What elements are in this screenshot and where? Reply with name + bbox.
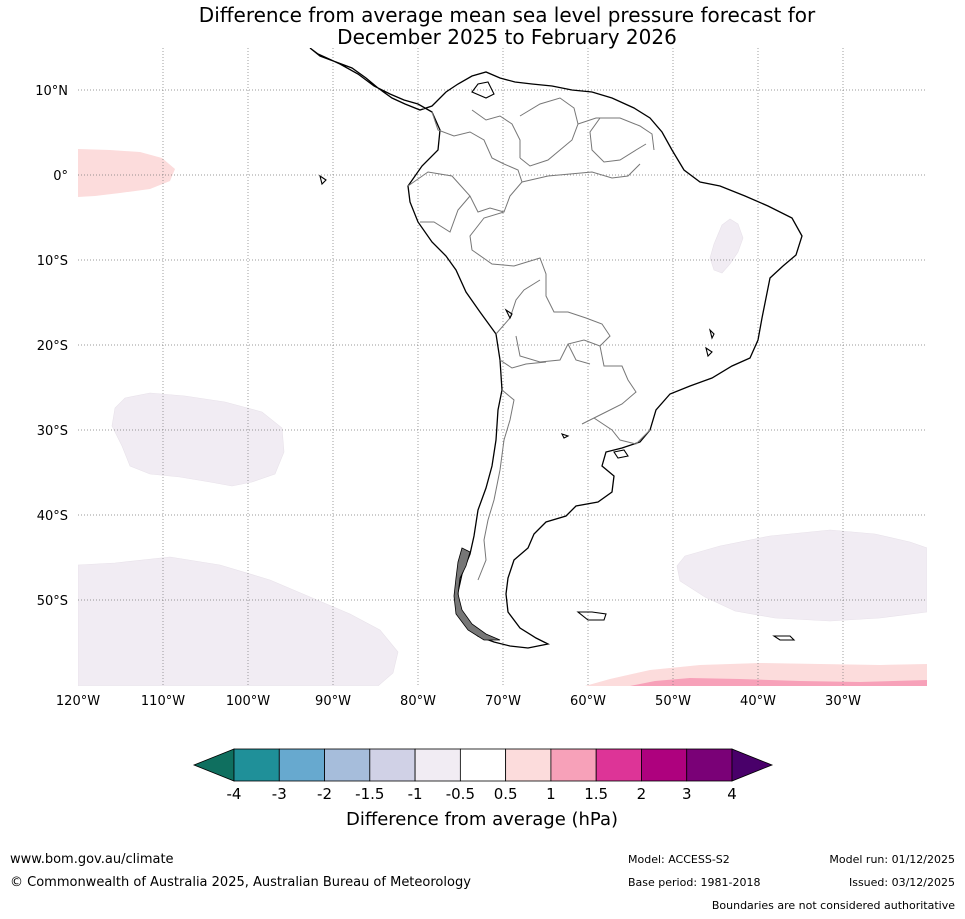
colorbar-box xyxy=(414,748,461,782)
colorbar-title: Difference from average (hPa) xyxy=(346,809,618,830)
lat-label-50s: 50°S xyxy=(37,594,68,609)
footer-base-period: Base period: 1981-2018 xyxy=(628,876,761,889)
colorbar-tick-label: -1 xyxy=(408,785,423,803)
colorbar-tick-label: 1 xyxy=(546,785,556,803)
anomaly-region-southern-pacific xyxy=(78,556,399,686)
footer-url: www.bom.gov.au/climate xyxy=(10,852,174,867)
colorbar-box xyxy=(641,748,688,782)
colorbar-box xyxy=(459,748,507,782)
colorbar-tick-label: 0.5 xyxy=(494,785,518,803)
colorbar-tick-label: 4 xyxy=(727,785,737,803)
lat-label-10n: 10°N xyxy=(35,84,68,99)
lon-label-30w: 30°W xyxy=(825,694,861,709)
lon-label-40w: 40°W xyxy=(740,694,776,709)
map-area xyxy=(78,48,927,686)
colorbar-tick-label: -1.5 xyxy=(355,785,384,803)
map-title: Difference from average mean sea level p… xyxy=(0,4,965,48)
colorbar-box xyxy=(550,748,597,782)
lon-label-110w: 110°W xyxy=(141,694,185,709)
lon-label-70w: 70°W xyxy=(485,694,521,709)
lat-label-20s: 20°S xyxy=(37,339,68,354)
colorbar-ticks: -4 -3 -2 -1.5 -1 -0.5 0.5 1 1.5 2 3 4 xyxy=(227,785,737,803)
colorbar-tick-label: 2 xyxy=(637,785,647,803)
colorbar-box xyxy=(369,748,416,782)
lon-label-60w: 60°W xyxy=(570,694,606,709)
colorbar-box xyxy=(278,748,325,782)
colorbar-tick-label: 1.5 xyxy=(584,785,608,803)
lat-label-0: 0° xyxy=(53,169,68,184)
colorbar-boxes xyxy=(192,748,774,782)
longitude-labels: 120°W 110°W 100°W 90°W 80°W 70°W 60°W 50… xyxy=(56,694,861,709)
colorbar-tick-label: -2 xyxy=(317,785,332,803)
footer-model: Model: ACCESS-S2 xyxy=(628,853,730,866)
colorbar-box xyxy=(686,748,733,782)
gridlines xyxy=(78,48,927,686)
anomaly-region-southern-ocean-inner xyxy=(630,678,927,686)
colorbar-box xyxy=(595,748,642,782)
colorbar-tick-label: -4 xyxy=(227,785,242,803)
coastline-south-america xyxy=(309,48,803,649)
lon-label-90w: 90°W xyxy=(315,694,351,709)
lon-label-100w: 100°W xyxy=(226,694,270,709)
colorbar-box xyxy=(324,748,371,782)
footer-copyright: © Commonwealth of Australia 2025, Austra… xyxy=(10,875,471,890)
islands xyxy=(319,81,796,641)
colorbar-tick-label: -0.5 xyxy=(446,785,475,803)
footer-boundaries-note: Boundaries are not considered authoritat… xyxy=(711,899,955,912)
country-borders xyxy=(407,97,655,581)
title-line-1: Difference from average mean sea level p… xyxy=(198,3,816,27)
colorbar-tick-label: -3 xyxy=(272,785,287,803)
anomaly-region-south-atlantic xyxy=(676,529,927,622)
lon-label-80w: 80°W xyxy=(400,694,436,709)
colorbar-extend-low xyxy=(192,748,235,782)
colorbar: -4 -3 -2 -1.5 -1 -0.5 0.5 1 1.5 2 3 4 Difference fr… xyxy=(192,748,774,830)
lat-label-30s: 30°S xyxy=(37,424,68,439)
colorbar-box xyxy=(505,748,552,782)
colorbar-tick-label: 3 xyxy=(682,785,692,803)
anomaly-region-northeast-brazil xyxy=(709,218,744,274)
lat-label-10s: 10°S xyxy=(37,254,68,269)
anomaly-region-southeast-pacific xyxy=(111,392,285,487)
footer-issued: Issued: 03/12/2025 xyxy=(848,876,955,889)
title-line-2: December 2025 to February 2026 xyxy=(337,25,677,49)
footer-model-run: Model run: 01/12/2025 xyxy=(829,853,955,866)
latitude-labels: 10°N 0° 10°S 20°S 30°S 40°S 50°S xyxy=(35,84,68,609)
anomaly-region-pacific-equatorial xyxy=(78,149,175,197)
lon-label-50w: 50°W xyxy=(655,694,691,709)
lat-label-40s: 40°S xyxy=(37,509,68,524)
fjord-coast-chile xyxy=(453,547,501,641)
lon-label-120w: 120°W xyxy=(56,694,100,709)
colorbar-box xyxy=(233,748,280,782)
colorbar-extend-high xyxy=(731,748,774,782)
